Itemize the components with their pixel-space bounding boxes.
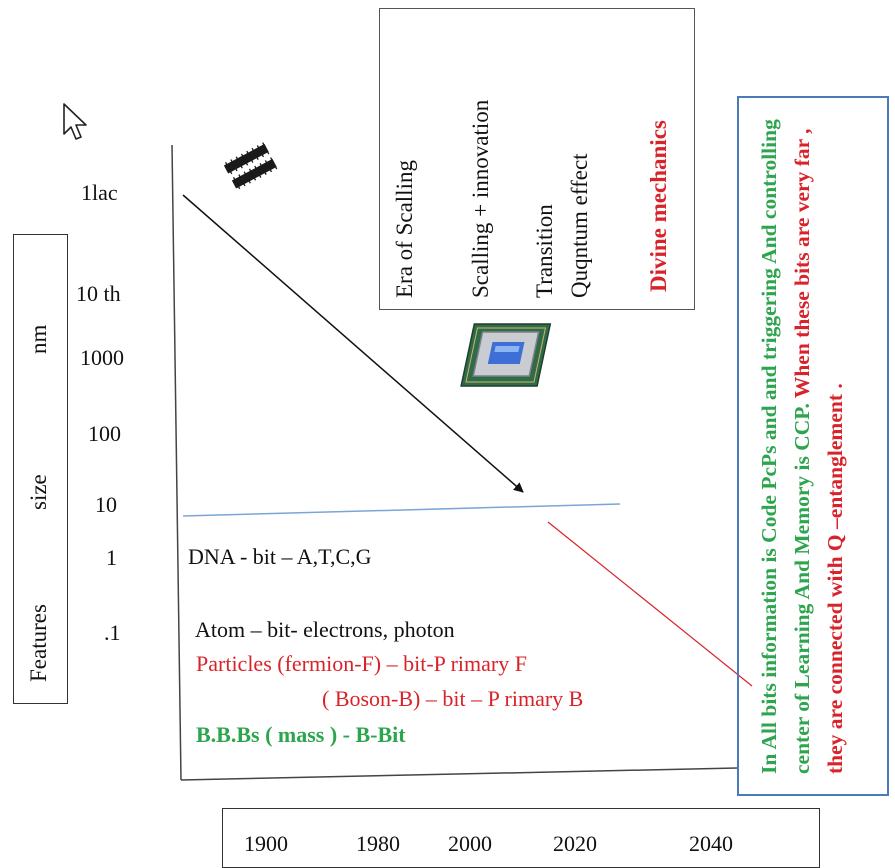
atom-line: Atom – bit- electrons, photon xyxy=(195,617,455,642)
y-axis-title-nm: nm xyxy=(26,324,51,354)
threshold-line xyxy=(182,503,621,517)
x-tick-label: 2040 xyxy=(689,831,733,856)
dna-line: DNA - bit – A,T,C,G xyxy=(188,544,372,569)
y-tick-label: .1 xyxy=(104,620,121,645)
x-tick-label: 2000 xyxy=(448,831,492,856)
era-divine-label: Divine mechanics xyxy=(646,120,671,292)
y-tick-label: 1000 xyxy=(80,345,124,370)
era-quantum-label: Quqntum effect xyxy=(567,153,592,298)
y-tick-label: 10 th xyxy=(76,281,121,306)
memory-chips-icon xyxy=(223,142,278,190)
era-innovation-label: Scalling + innovation xyxy=(468,99,493,298)
trend-arrow xyxy=(182,194,524,493)
x-axis-line xyxy=(180,767,738,781)
y-axis-title-size: size xyxy=(26,474,51,510)
y-tick-label: 10 xyxy=(95,492,117,517)
red-connector xyxy=(547,521,753,687)
y-axis-title-box xyxy=(13,234,68,704)
x-tick-label: 1980 xyxy=(356,831,400,856)
x-tick-label: 1900 xyxy=(244,831,288,856)
boson-line: ( Boson-B) – bit – P rimary B xyxy=(322,686,584,711)
right-note-box: In All bits information is Code PcPs and… xyxy=(737,96,889,796)
era-transition-label: Transition xyxy=(532,204,557,298)
y-axis-title-features: Features xyxy=(26,604,51,682)
x-tick-label: 2020 xyxy=(553,831,597,856)
y-axis-line xyxy=(171,144,182,781)
cursor-icon xyxy=(63,103,87,140)
eras-box xyxy=(379,8,695,310)
cpu-chip-icon xyxy=(460,323,552,387)
particles-line: Particles (fermion-F) – bit-P rimary F xyxy=(196,651,527,676)
y-tick-label: 1lac xyxy=(81,180,118,205)
right-note-text: In All bits information is Code PcPs and… xyxy=(753,114,852,774)
y-tick-label: 1 xyxy=(106,545,117,570)
bbbs-line: B.B.Bs ( mass ) - B-Bit xyxy=(196,722,406,747)
x-axis-years-box: 1900 1980 2000 2020 2040 xyxy=(222,808,820,868)
y-tick-label: 100 xyxy=(88,421,121,446)
era-scaling-label: Era of Scalling xyxy=(392,160,417,298)
